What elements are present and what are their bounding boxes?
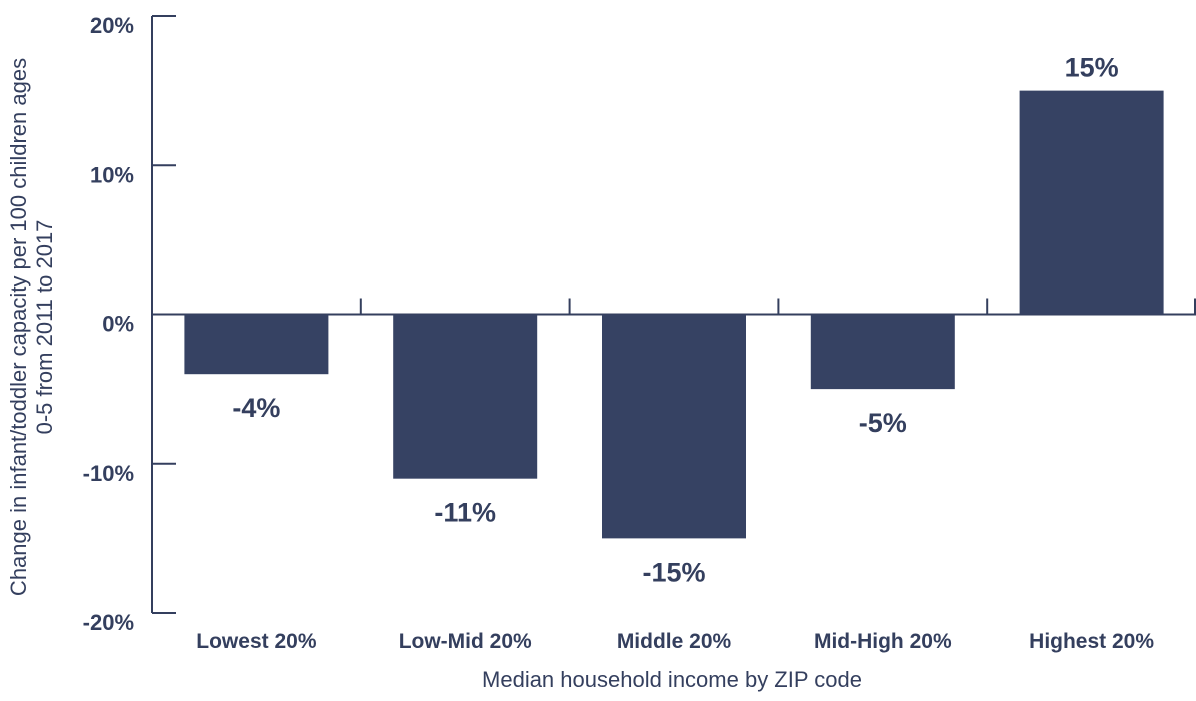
category-label: Highest 20% [1029,630,1154,653]
category-label: Middle 20% [617,630,732,653]
bar [1020,91,1164,315]
y-tick-label: 0% [102,312,134,337]
y-tick-label: -10% [83,461,134,486]
bar [393,315,537,479]
x-axis-title: Median household income by ZIP code [482,667,862,692]
bar [184,315,328,375]
y-tick-label: 10% [90,162,134,187]
data-label: 15% [1065,53,1119,83]
bar [811,315,955,390]
y-axis-title: Change in infant/toddler capacity per 10… [6,58,57,596]
data-label: -5% [859,408,907,438]
y-tick-label: 20% [90,13,134,38]
data-label: -15% [642,557,705,587]
category-label: Mid-High 20% [814,630,952,653]
category-label: Lowest 20% [196,630,317,653]
bar [602,315,746,539]
y-tick-label: -20% [83,610,134,635]
data-label: -11% [434,498,496,528]
category-label: Low-Mid 20% [399,630,532,653]
data-label: -4% [232,393,280,423]
y-axis-title-line-2: 0-5 from 2011 to 2017 [32,220,57,435]
y-axis-title-line-1: Change in infant/toddler capacity per 10… [6,58,31,596]
